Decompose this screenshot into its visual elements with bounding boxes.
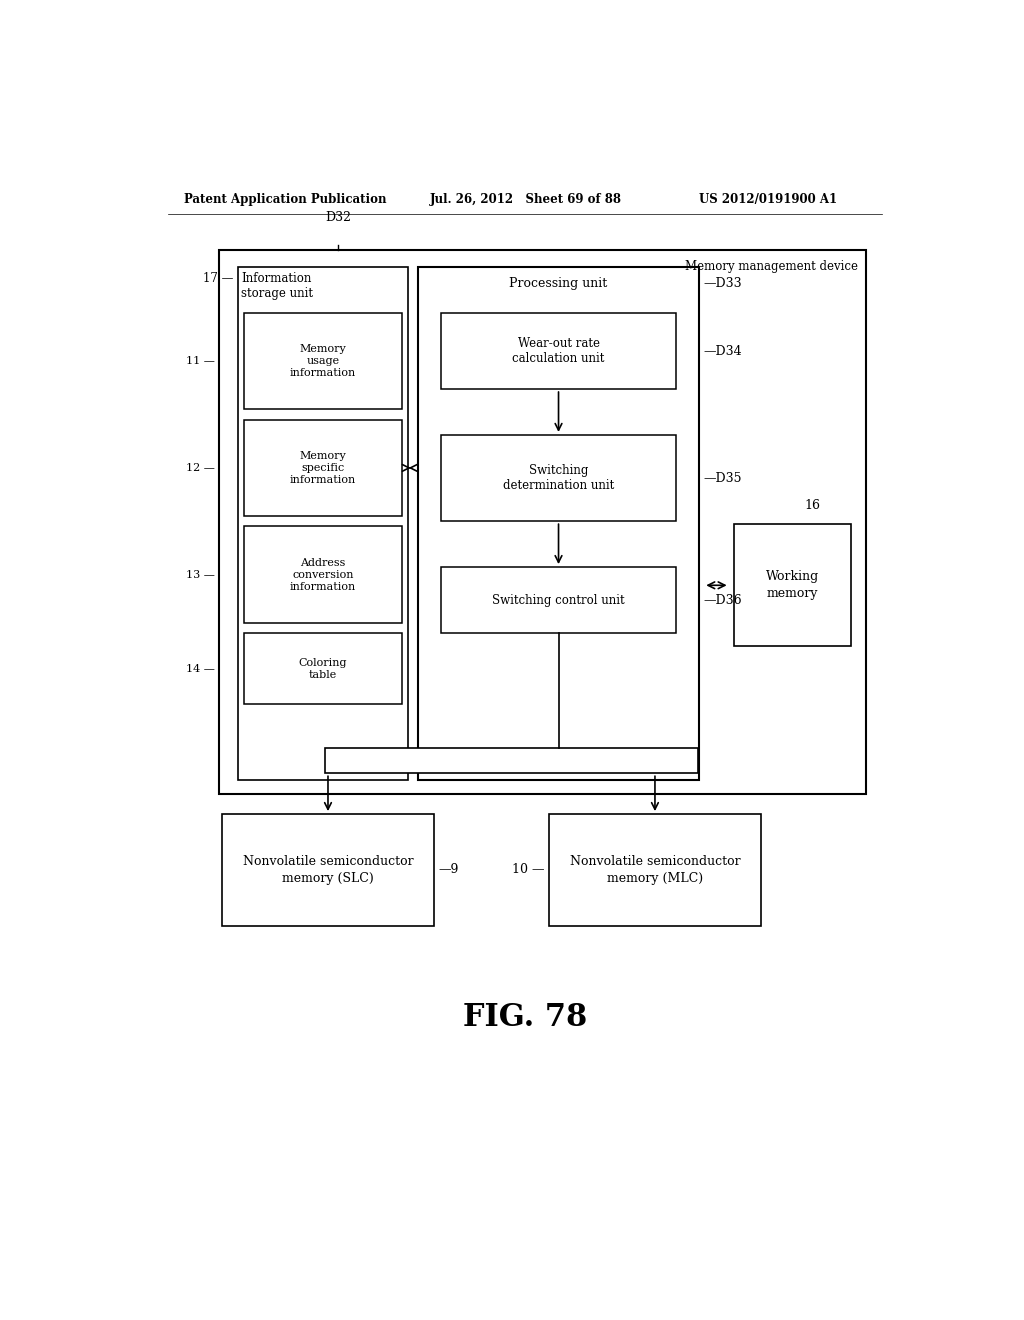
Bar [441,434,676,521]
Text: —9: —9 [438,863,459,876]
Bar [549,814,761,925]
Text: US 2012/0191900 A1: US 2012/0191900 A1 [699,193,838,206]
Text: 11 —: 11 — [186,356,215,366]
Text: Address
conversion
information: Address conversion information [290,557,356,591]
Text: Switching
determination unit: Switching determination unit [503,463,614,492]
Bar [219,249,866,793]
Text: Memory
specific
information: Memory specific information [290,451,356,484]
Bar [325,748,697,774]
Text: 14 —: 14 — [186,664,215,673]
Bar [244,634,401,704]
Text: —D33: —D33 [703,277,742,290]
Text: 10 —: 10 — [512,863,545,876]
Bar [238,267,409,780]
Text: —D35: —D35 [703,471,741,484]
Text: —D34: —D34 [703,345,742,358]
Text: 13 —: 13 — [186,570,215,579]
Text: 17 —: 17 — [203,272,233,285]
Bar [441,313,676,389]
Bar [244,313,401,409]
Text: 12 —: 12 — [186,463,215,473]
Text: Wear-out rate
calculation unit: Wear-out rate calculation unit [512,337,605,366]
Text: Switching control unit: Switching control unit [493,594,625,606]
Text: 16: 16 [804,499,820,512]
Text: Processing unit: Processing unit [509,277,607,290]
Bar [244,527,401,623]
Text: —D36: —D36 [703,594,742,606]
Text: Memory
usage
information: Memory usage information [290,345,356,378]
Text: Memory management device: Memory management device [685,260,858,273]
Bar [733,524,851,647]
Text: Information
storage unit: Information storage unit [242,272,313,300]
Bar [244,420,401,516]
Bar [221,814,434,925]
Text: Working
memory: Working memory [766,570,819,601]
Text: FIG. 78: FIG. 78 [463,1002,587,1032]
Bar [441,568,676,634]
Text: Coloring
table: Coloring table [299,657,347,680]
Text: D32: D32 [326,211,351,224]
Text: Patent Application Publication: Patent Application Publication [183,193,386,206]
Text: Nonvolatile semiconductor
memory (MLC): Nonvolatile semiconductor memory (MLC) [569,855,740,884]
Text: Nonvolatile semiconductor
memory (SLC): Nonvolatile semiconductor memory (SLC) [243,855,414,884]
Bar [418,267,699,780]
Text: Jul. 26, 2012   Sheet 69 of 88: Jul. 26, 2012 Sheet 69 of 88 [430,193,622,206]
